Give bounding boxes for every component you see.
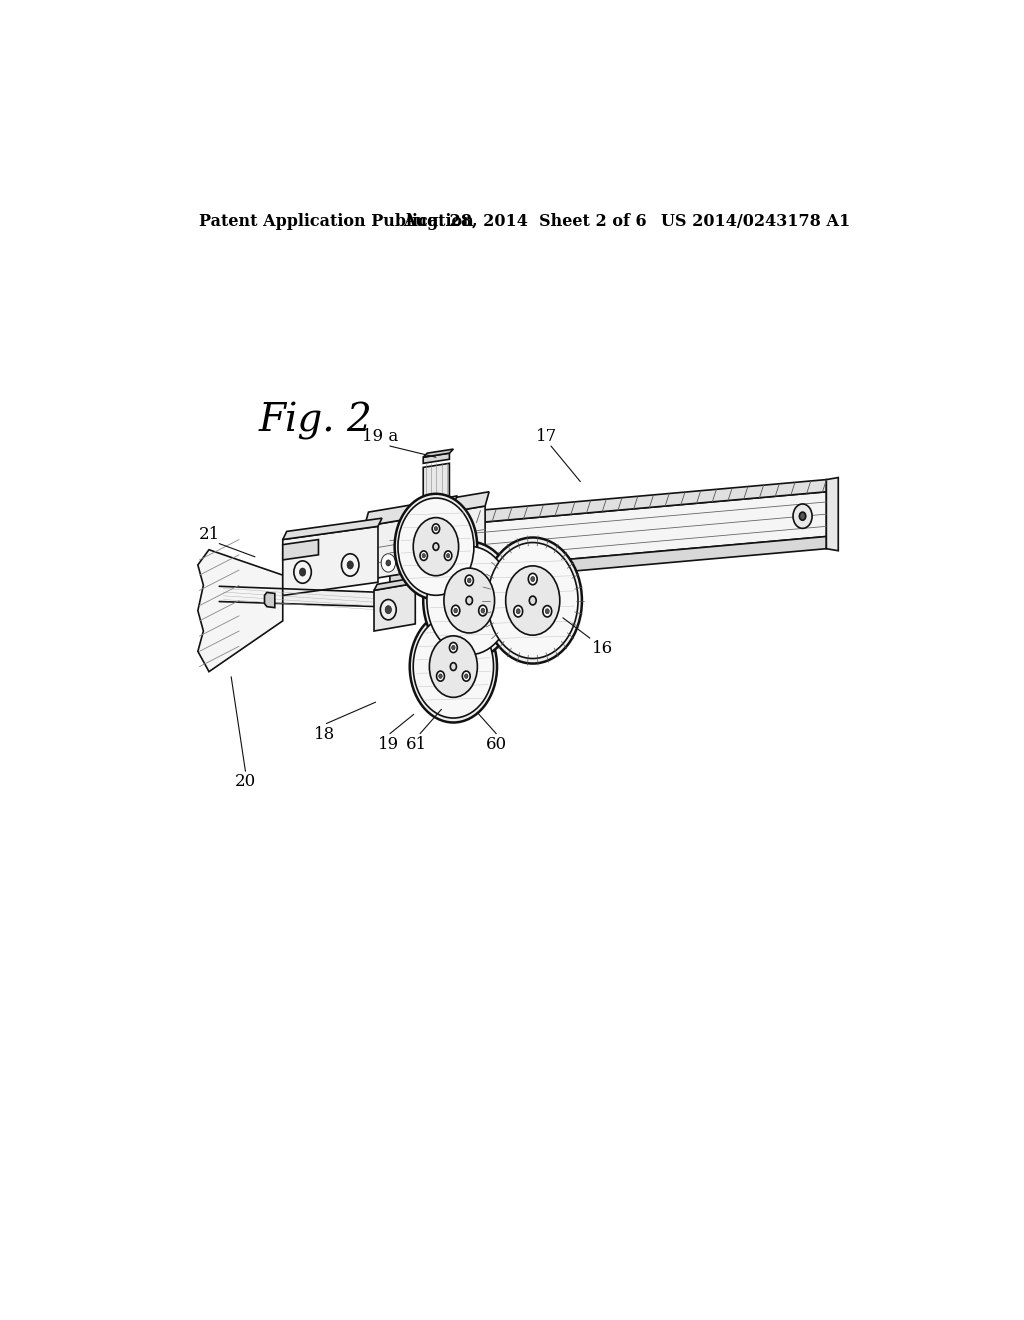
Circle shape xyxy=(451,663,457,671)
Circle shape xyxy=(432,524,439,533)
Polygon shape xyxy=(414,545,461,587)
Circle shape xyxy=(465,675,468,678)
Circle shape xyxy=(514,606,522,616)
Polygon shape xyxy=(390,492,826,576)
Text: 16: 16 xyxy=(592,640,612,657)
Circle shape xyxy=(450,643,458,652)
Polygon shape xyxy=(374,583,416,631)
Polygon shape xyxy=(365,492,489,527)
Text: 17: 17 xyxy=(536,428,557,445)
Circle shape xyxy=(465,576,473,586)
Text: 21: 21 xyxy=(199,525,220,543)
Circle shape xyxy=(487,543,578,659)
Circle shape xyxy=(434,527,437,531)
Circle shape xyxy=(427,546,512,655)
Polygon shape xyxy=(390,536,826,587)
Circle shape xyxy=(414,615,494,718)
Circle shape xyxy=(467,578,471,583)
Polygon shape xyxy=(264,593,274,607)
Polygon shape xyxy=(219,586,410,607)
Circle shape xyxy=(543,606,552,616)
Polygon shape xyxy=(198,549,283,672)
Text: 18: 18 xyxy=(314,726,336,743)
Circle shape xyxy=(793,504,812,528)
Circle shape xyxy=(341,554,359,576)
Polygon shape xyxy=(423,463,450,508)
Circle shape xyxy=(439,549,443,554)
Polygon shape xyxy=(410,504,454,594)
Circle shape xyxy=(398,498,474,595)
Polygon shape xyxy=(423,449,454,457)
Circle shape xyxy=(478,606,487,616)
Circle shape xyxy=(530,577,535,582)
Circle shape xyxy=(380,599,396,620)
Text: Aug. 28, 2014  Sheet 2 of 6: Aug. 28, 2014 Sheet 2 of 6 xyxy=(403,214,646,231)
Circle shape xyxy=(438,675,442,678)
Polygon shape xyxy=(423,453,450,463)
Text: 19: 19 xyxy=(378,735,399,752)
Circle shape xyxy=(483,537,582,664)
Circle shape xyxy=(528,573,538,585)
Circle shape xyxy=(299,568,306,576)
Circle shape xyxy=(463,671,470,681)
Circle shape xyxy=(516,609,520,614)
Circle shape xyxy=(800,512,806,520)
Text: 19 a: 19 a xyxy=(362,428,398,445)
Circle shape xyxy=(386,560,391,566)
Circle shape xyxy=(381,554,395,572)
Circle shape xyxy=(385,606,391,614)
Text: US 2014/0243178 A1: US 2014/0243178 A1 xyxy=(660,214,850,231)
Circle shape xyxy=(422,553,425,558)
Circle shape xyxy=(394,494,477,599)
Polygon shape xyxy=(390,479,826,531)
Polygon shape xyxy=(283,527,378,595)
Circle shape xyxy=(423,541,515,660)
Circle shape xyxy=(444,568,495,634)
Text: Fig. 2: Fig. 2 xyxy=(259,401,373,440)
Circle shape xyxy=(434,543,449,561)
Circle shape xyxy=(444,550,452,561)
Circle shape xyxy=(454,609,458,612)
Circle shape xyxy=(347,561,353,569)
Circle shape xyxy=(412,554,416,561)
Text: Patent Application Publication: Patent Application Publication xyxy=(200,214,474,231)
Polygon shape xyxy=(826,478,839,550)
Text: 20: 20 xyxy=(234,774,256,791)
Circle shape xyxy=(433,543,439,550)
Circle shape xyxy=(414,517,459,576)
Polygon shape xyxy=(374,577,419,590)
Circle shape xyxy=(294,561,311,583)
Circle shape xyxy=(506,566,560,635)
Circle shape xyxy=(446,553,450,558)
Circle shape xyxy=(529,597,537,605)
Circle shape xyxy=(452,606,460,616)
Polygon shape xyxy=(283,519,382,540)
Circle shape xyxy=(466,597,472,605)
Polygon shape xyxy=(283,540,318,560)
Circle shape xyxy=(410,611,497,722)
Text: 60: 60 xyxy=(485,735,507,752)
Circle shape xyxy=(481,609,484,612)
Circle shape xyxy=(436,671,444,681)
Circle shape xyxy=(546,609,549,614)
Polygon shape xyxy=(365,506,485,581)
Circle shape xyxy=(407,549,421,568)
Polygon shape xyxy=(410,496,458,512)
Circle shape xyxy=(429,636,477,697)
Circle shape xyxy=(452,645,455,649)
Text: 61: 61 xyxy=(406,735,427,752)
Circle shape xyxy=(420,550,427,561)
